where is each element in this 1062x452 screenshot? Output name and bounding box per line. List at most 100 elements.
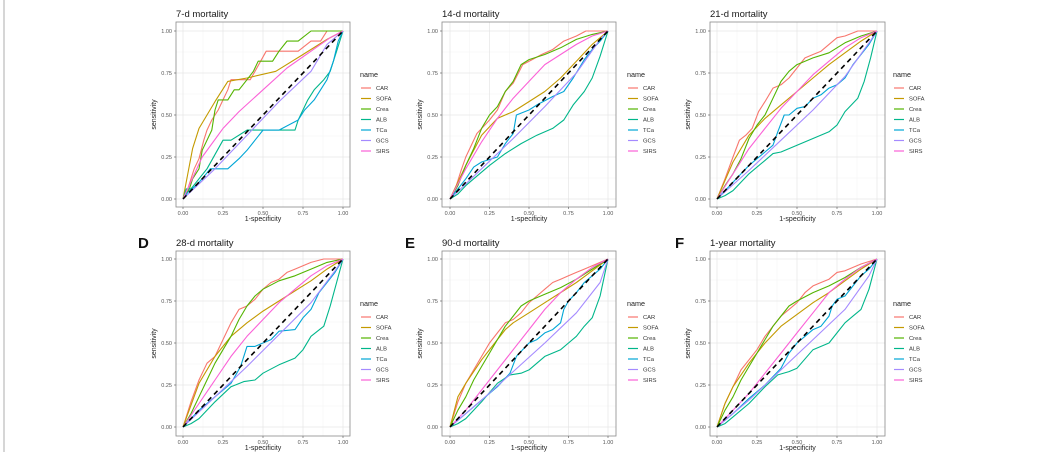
y-tick-label: 0.75 xyxy=(427,299,438,305)
y-tick-label: 1.00 xyxy=(427,257,438,263)
x-tick-label: 0.75 xyxy=(832,440,843,446)
x-tick-label: 0.75 xyxy=(298,211,309,217)
reference-diagonal xyxy=(182,258,344,428)
roc-curve-sofa xyxy=(449,30,609,200)
y-tick-label: 0.25 xyxy=(427,155,438,161)
legend-title: name xyxy=(627,70,645,79)
x-tick-label: 0.50 xyxy=(258,440,269,446)
roc-curve-car xyxy=(716,258,878,428)
legend-label-alb: ALB xyxy=(376,347,387,353)
roc-curve-car xyxy=(449,258,609,428)
roc-curve-gcs xyxy=(182,258,344,428)
x-axis-label: 1-specificity xyxy=(779,445,816,452)
legend: name CAR SOFA Crea ALB TCa GCS SIRS xyxy=(360,70,392,155)
legend: name CAR SOFA Crea ALB TCa GCS SIRS xyxy=(893,299,925,384)
y-axis-label: sensitivity xyxy=(417,328,424,359)
legend-label-crea: Crea xyxy=(909,107,922,113)
legend-label-gcs: GCS xyxy=(643,368,656,374)
legend-label-car: CAR xyxy=(643,86,655,92)
x-tick-label: 0.00 xyxy=(445,211,456,217)
roc-curve-crea xyxy=(182,258,344,428)
x-tick-label: 0.25 xyxy=(752,211,763,217)
y-tick-label: 0.50 xyxy=(695,341,706,347)
x-tick-label: 0.00 xyxy=(712,440,723,446)
roc-curve-crea xyxy=(716,30,878,200)
chart-title: 90-d mortality xyxy=(442,238,500,249)
x-tick-label: 0.25 xyxy=(218,440,229,446)
legend-label-alb: ALB xyxy=(376,118,387,124)
y-tick-label: 0.75 xyxy=(427,71,438,77)
legend-label-alb: ALB xyxy=(643,347,654,353)
x-tick-label: 0.00 xyxy=(712,211,723,217)
roc-curve-alb xyxy=(716,30,878,200)
legend: name CAR SOFA Crea ALB TCa GCS SIRS xyxy=(627,70,659,155)
legend-label-crea: Crea xyxy=(376,336,389,342)
x-tick-label: 0.50 xyxy=(792,440,803,446)
legend-label-sirs: SIRS xyxy=(909,378,923,384)
legend-label-crea: Crea xyxy=(909,336,922,342)
roc-curve-tca xyxy=(449,30,609,200)
roc-curve-gcs xyxy=(182,30,344,200)
x-tick-label: 1.00 xyxy=(338,211,349,217)
y-tick-label: 0.00 xyxy=(695,197,706,203)
x-tick-label: 0.25 xyxy=(484,440,495,446)
roc-curve-sofa xyxy=(716,258,878,428)
x-tick-label: 0.75 xyxy=(832,211,843,217)
roc-curve-sirs xyxy=(716,30,878,200)
roc-curve-alb xyxy=(449,30,609,200)
legend-label-car: CAR xyxy=(376,315,388,321)
roc-panel-4: 0.00 0.25 0.50 0.75 1.00 0.00 0.25 0.50 0.75 1.00… xyxy=(138,235,392,452)
roc-curve-sirs xyxy=(182,30,344,200)
y-tick-label: 1.00 xyxy=(427,29,438,35)
reference-diagonal xyxy=(449,30,609,200)
y-tick-label: 0.50 xyxy=(161,113,172,119)
legend-label-sofa: SOFA xyxy=(376,97,392,103)
legend-label-tca: TCa xyxy=(909,357,921,363)
x-tick-label: 0.25 xyxy=(484,211,495,217)
reference-diagonal xyxy=(716,30,878,200)
panel-letter: F xyxy=(675,235,684,252)
legend-label-sofa: SOFA xyxy=(643,326,659,332)
roc-curve-car xyxy=(182,258,343,428)
roc-curve-sofa xyxy=(182,30,344,200)
plot-border xyxy=(709,21,886,208)
roc-curve-alb xyxy=(449,258,609,428)
y-axis-label: sensitivity xyxy=(151,99,158,130)
legend-label-gcs: GCS xyxy=(909,139,922,145)
legend-label-tca: TCa xyxy=(376,128,388,134)
chart-title: 28-d mortality xyxy=(176,238,234,249)
legend-label-alb: ALB xyxy=(643,118,654,124)
y-axis-label: sensitivity xyxy=(685,99,692,130)
y-tick-label: 0.00 xyxy=(161,425,172,431)
legend-title: name xyxy=(893,70,911,79)
chart-title: 14-d mortality xyxy=(442,9,500,20)
legend-label-car: CAR xyxy=(909,315,921,321)
legend-label-gcs: GCS xyxy=(376,139,389,145)
roc-panel-6: 0.00 0.25 0.50 0.75 1.00 0.00 0.25 0.50 0.75 1.00… xyxy=(675,235,925,452)
x-tick-label: 1.00 xyxy=(603,211,614,217)
y-tick-label: 1.00 xyxy=(695,29,706,35)
legend-label-tca: TCa xyxy=(643,128,655,134)
legend-label-sofa: SOFA xyxy=(909,326,925,332)
x-axis-label: 1-specificity xyxy=(511,216,548,223)
x-tick-label: 1.00 xyxy=(338,440,349,446)
roc-curve-alb xyxy=(182,258,344,428)
x-axis-label: 1-specificity xyxy=(779,216,816,223)
roc-panel-3: 0.00 0.25 0.50 0.75 1.00 0.00 0.25 0.50 0.75 1.00… xyxy=(685,9,925,223)
roc-curve-car xyxy=(716,30,877,200)
x-tick-label: 0.75 xyxy=(563,211,574,217)
plot-border xyxy=(709,250,886,437)
reference-diagonal xyxy=(716,258,878,428)
x-axis-label: 1-specificity xyxy=(245,445,282,452)
legend-label-sofa: SOFA xyxy=(643,97,659,103)
legend-label-crea: Crea xyxy=(643,107,656,113)
legend-label-alb: ALB xyxy=(909,347,920,353)
y-tick-label: 0.50 xyxy=(695,113,706,119)
x-tick-label: 1.00 xyxy=(872,440,883,446)
roc-curve-car xyxy=(182,30,343,200)
legend-label-alb: ALB xyxy=(909,118,920,124)
roc-panel-1: 0.00 0.25 0.50 0.75 1.00 0.00 0.25 0.50 0.75 1.00… xyxy=(151,9,392,223)
panel-letter: D xyxy=(138,235,149,252)
roc-curve-gcs xyxy=(449,258,609,428)
